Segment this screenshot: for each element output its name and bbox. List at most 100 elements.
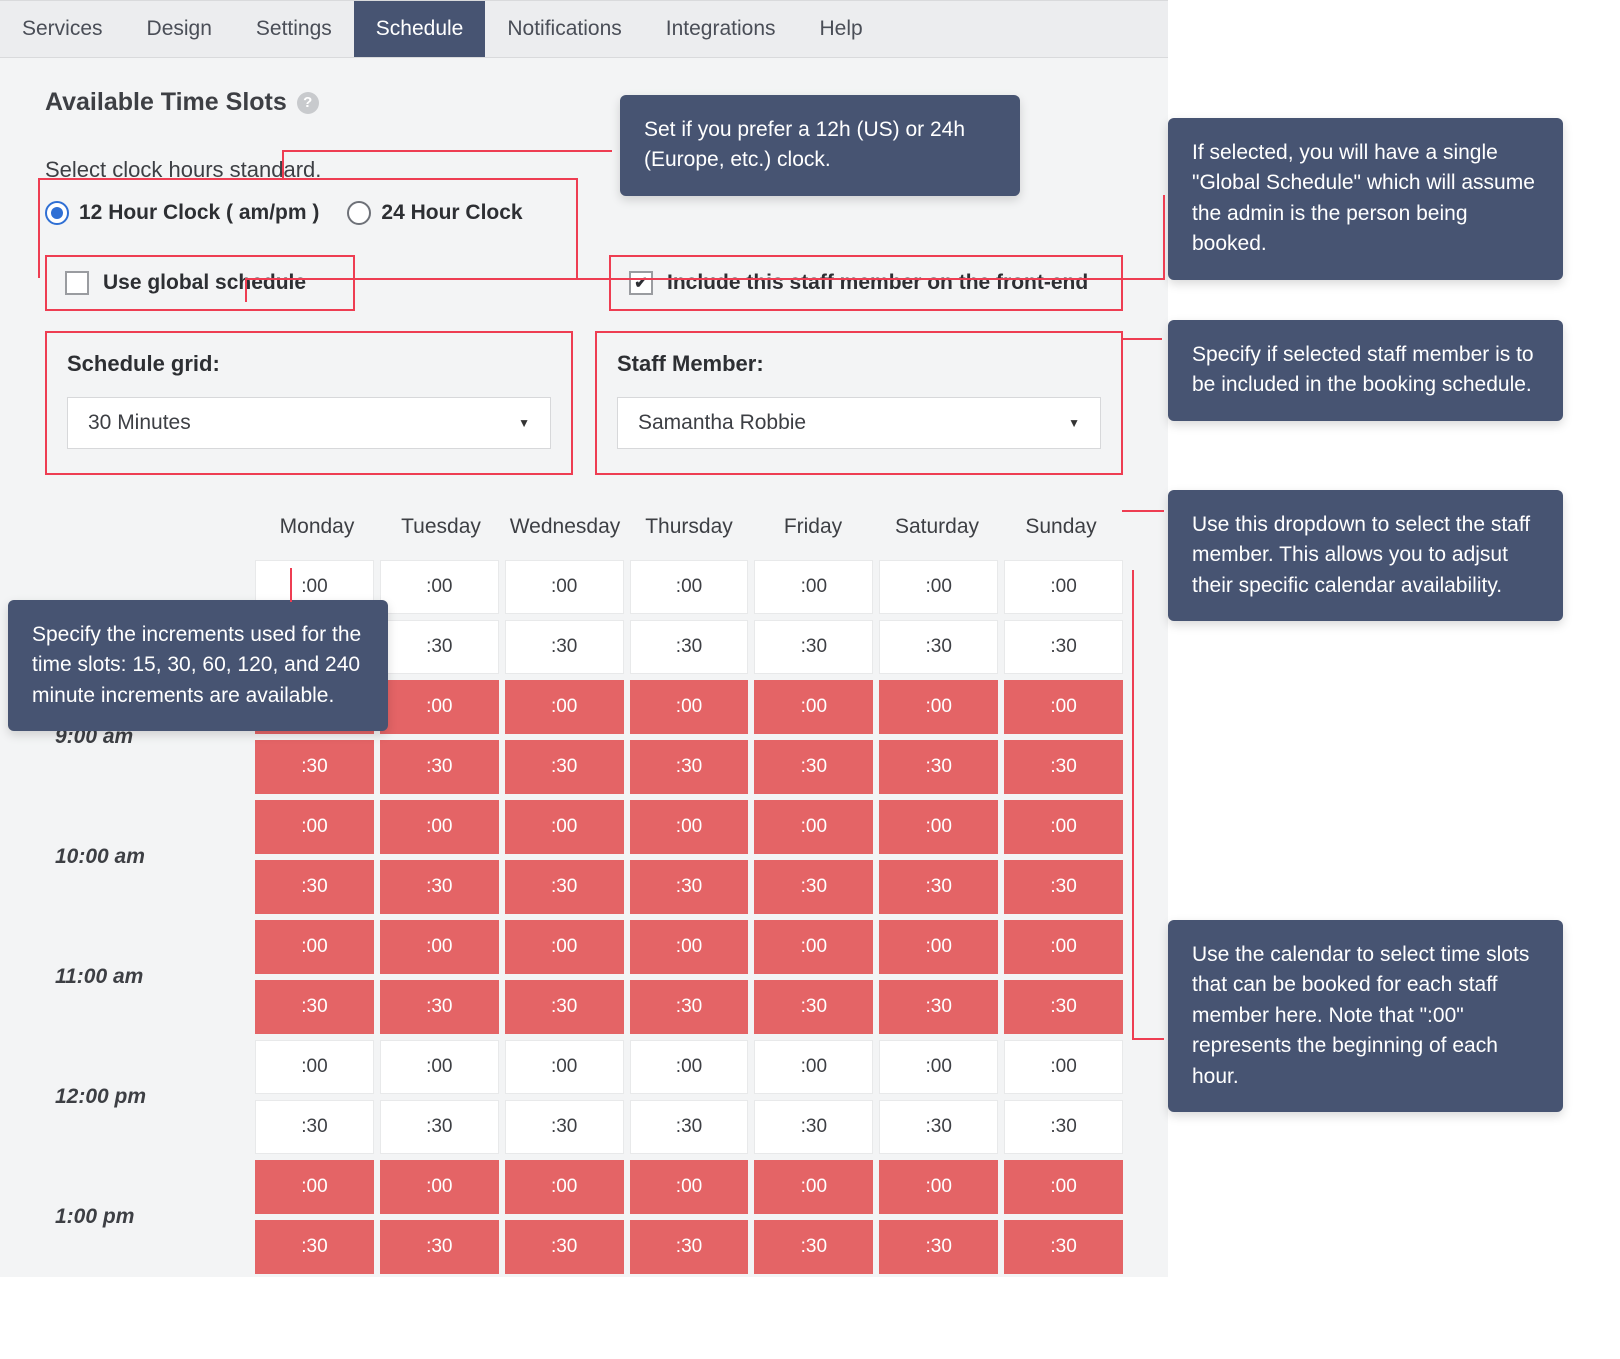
- nav-tab-integrations[interactable]: Integrations: [644, 1, 798, 57]
- time-slot[interactable]: :00: [879, 920, 998, 974]
- time-slot[interactable]: :30: [630, 620, 749, 674]
- time-slot[interactable]: :00: [380, 800, 499, 854]
- time-slot[interactable]: :00: [255, 1160, 374, 1214]
- nav-tab-help[interactable]: Help: [798, 1, 885, 57]
- time-slot[interactable]: :00: [879, 800, 998, 854]
- global-schedule-checkbox[interactable]: [65, 271, 89, 295]
- time-slot[interactable]: :00: [1004, 800, 1123, 854]
- time-slot[interactable]: :30: [754, 1100, 873, 1154]
- time-slot[interactable]: :30: [754, 860, 873, 914]
- time-slot[interactable]: :30: [1004, 1100, 1123, 1154]
- radio-12h[interactable]: 12 Hour Clock ( am/pm ): [45, 201, 319, 225]
- time-slot[interactable]: :30: [505, 740, 624, 794]
- time-slot[interactable]: :00: [505, 920, 624, 974]
- time-slot[interactable]: :30: [505, 980, 624, 1034]
- include-staff-checkbox[interactable]: ✔: [629, 271, 653, 295]
- time-slot[interactable]: :30: [255, 1100, 374, 1154]
- time-slot[interactable]: :00: [255, 800, 374, 854]
- time-slot[interactable]: :30: [255, 860, 374, 914]
- help-icon[interactable]: ?: [297, 92, 319, 114]
- time-slot[interactable]: :00: [879, 1160, 998, 1214]
- time-slot[interactable]: :30: [505, 1220, 624, 1274]
- time-slot[interactable]: :00: [754, 800, 873, 854]
- nav-tab-services[interactable]: Services: [0, 1, 125, 57]
- time-slot[interactable]: :00: [754, 560, 873, 614]
- time-slot[interactable]: :00: [1004, 560, 1123, 614]
- time-slot[interactable]: :00: [1004, 1040, 1123, 1094]
- include-staff-box[interactable]: ✔ Include this staff member on the front…: [609, 255, 1123, 311]
- time-slot[interactable]: :30: [630, 1220, 749, 1274]
- time-slot[interactable]: :00: [505, 800, 624, 854]
- time-slot[interactable]: :30: [380, 740, 499, 794]
- time-slot[interactable]: :00: [380, 680, 499, 734]
- time-slot[interactable]: :30: [1004, 620, 1123, 674]
- time-slot[interactable]: :30: [630, 740, 749, 794]
- time-slot[interactable]: :00: [754, 680, 873, 734]
- time-slot[interactable]: :30: [630, 1100, 749, 1154]
- time-slot[interactable]: :30: [1004, 860, 1123, 914]
- time-slot[interactable]: :00: [630, 680, 749, 734]
- time-slot[interactable]: :00: [255, 1040, 374, 1094]
- time-slot[interactable]: :00: [505, 560, 624, 614]
- time-slot[interactable]: :30: [879, 1220, 998, 1274]
- time-slot[interactable]: :30: [505, 860, 624, 914]
- time-slot[interactable]: :00: [255, 560, 374, 614]
- time-slot[interactable]: :30: [879, 1100, 998, 1154]
- time-slot[interactable]: :30: [380, 1100, 499, 1154]
- time-slot[interactable]: :00: [754, 1040, 873, 1094]
- time-slot[interactable]: :30: [879, 620, 998, 674]
- time-slot[interactable]: :30: [754, 740, 873, 794]
- time-slot[interactable]: :30: [380, 860, 499, 914]
- staff-member-select[interactable]: Samantha Robbie ▼: [617, 397, 1101, 449]
- nav-tab-schedule[interactable]: Schedule: [354, 1, 486, 57]
- time-slot[interactable]: :30: [505, 1100, 624, 1154]
- time-slot[interactable]: :00: [1004, 920, 1123, 974]
- time-slot[interactable]: :30: [255, 740, 374, 794]
- nav-tab-design[interactable]: Design: [125, 1, 234, 57]
- time-slot[interactable]: :30: [255, 980, 374, 1034]
- time-slot[interactable]: :30: [255, 620, 374, 674]
- nav-tab-settings[interactable]: Settings: [234, 1, 354, 57]
- time-slot[interactable]: :30: [255, 1220, 374, 1274]
- schedule-grid-select[interactable]: 30 Minutes ▼: [67, 397, 551, 449]
- time-slot[interactable]: :00: [630, 560, 749, 614]
- time-slot[interactable]: :30: [1004, 1220, 1123, 1274]
- time-slot[interactable]: :00: [879, 1040, 998, 1094]
- time-slot[interactable]: :00: [255, 680, 374, 734]
- time-slot[interactable]: :00: [630, 920, 749, 974]
- time-slot[interactable]: :00: [255, 920, 374, 974]
- time-slot[interactable]: :30: [630, 980, 749, 1034]
- time-slot[interactable]: :30: [505, 620, 624, 674]
- time-slot[interactable]: :00: [380, 1160, 499, 1214]
- time-slot[interactable]: :30: [380, 980, 499, 1034]
- time-slot[interactable]: :30: [879, 980, 998, 1034]
- time-slot[interactable]: :00: [1004, 1160, 1123, 1214]
- time-slot[interactable]: :00: [380, 920, 499, 974]
- global-schedule-box[interactable]: Use global schedule: [45, 255, 355, 311]
- time-slot[interactable]: :30: [754, 620, 873, 674]
- time-slot[interactable]: :00: [380, 560, 499, 614]
- time-slot[interactable]: :00: [754, 1160, 873, 1214]
- time-slot[interactable]: :00: [630, 1160, 749, 1214]
- time-slot[interactable]: :30: [879, 740, 998, 794]
- time-slot[interactable]: :00: [879, 680, 998, 734]
- time-slot[interactable]: :00: [505, 680, 624, 734]
- time-slot[interactable]: :00: [505, 1160, 624, 1214]
- time-slot[interactable]: :00: [630, 800, 749, 854]
- time-slot[interactable]: :30: [754, 980, 873, 1034]
- time-slot[interactable]: :00: [754, 920, 873, 974]
- time-slot[interactable]: :00: [380, 1040, 499, 1094]
- time-slot[interactable]: :00: [505, 1040, 624, 1094]
- time-slot[interactable]: :30: [380, 620, 499, 674]
- time-slot[interactable]: :30: [380, 1220, 499, 1274]
- time-slot[interactable]: :00: [879, 560, 998, 614]
- time-slot[interactable]: :30: [630, 860, 749, 914]
- time-slot[interactable]: :30: [879, 860, 998, 914]
- time-slot[interactable]: :30: [754, 1220, 873, 1274]
- time-slot[interactable]: :30: [1004, 980, 1123, 1034]
- radio-24h[interactable]: 24 Hour Clock: [347, 201, 522, 225]
- time-slot[interactable]: :00: [630, 1040, 749, 1094]
- nav-tab-notifications[interactable]: Notifications: [485, 1, 643, 57]
- time-slot[interactable]: :30: [1004, 740, 1123, 794]
- time-slot[interactable]: :00: [1004, 680, 1123, 734]
